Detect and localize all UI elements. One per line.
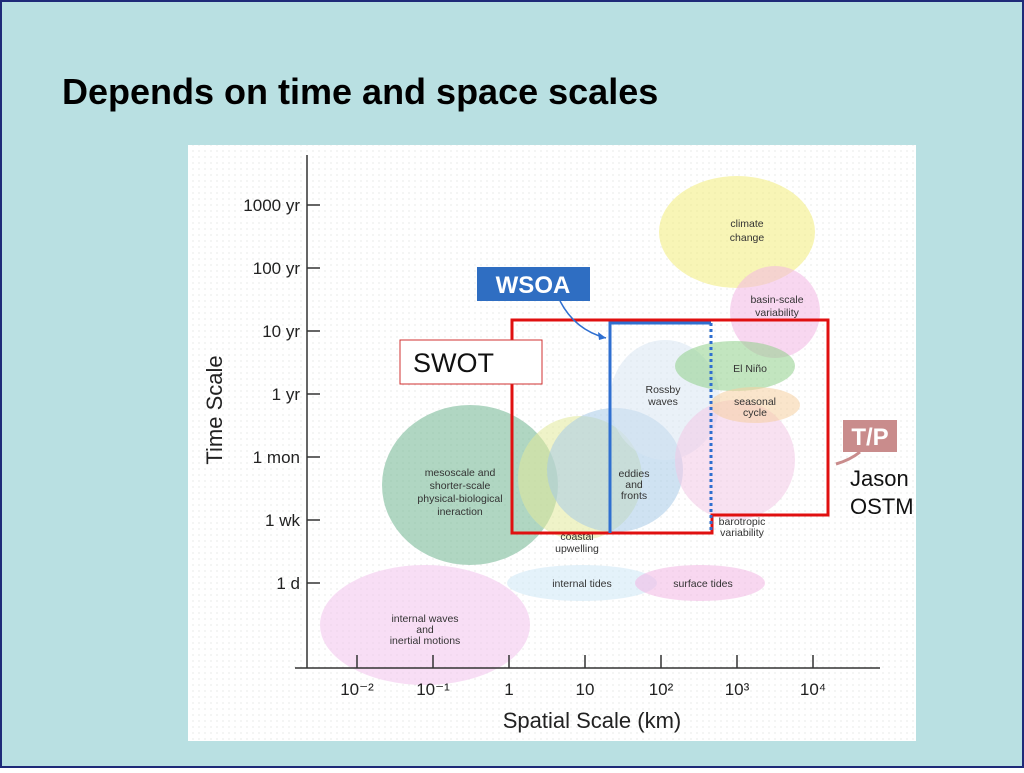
region-label: waves: [647, 396, 678, 408]
internal-waves-ellipse: [320, 565, 530, 685]
x-tick-label: 10²: [649, 680, 674, 699]
slide-title: Depends on time and space scales: [62, 71, 658, 112]
swot-label: SWOT: [413, 348, 494, 378]
region-label: physical-biological: [417, 493, 502, 505]
barotropic-ellipse: [675, 400, 795, 520]
x-axis-label: Spatial Scale (km): [503, 708, 682, 733]
x-tick-label: 10³: [725, 680, 750, 699]
y-tick-label: 10 yr: [262, 322, 300, 341]
y-tick-label: 1 mon: [253, 448, 300, 467]
wsoa-arrowhead: [598, 332, 606, 340]
region-label: variability: [755, 307, 800, 319]
region-label: change: [730, 232, 765, 244]
region-label: seasonal: [734, 396, 776, 408]
jason-label: OSTM: [850, 494, 914, 519]
region-label: barotropic: [719, 516, 766, 528]
tp-box: [843, 420, 897, 452]
region-label: and: [416, 624, 434, 636]
region-label: inertial motions: [390, 635, 461, 647]
y-axis-label: Time Scale: [202, 355, 227, 464]
region-label: mesoscale and: [425, 467, 496, 479]
basin-ellipse: [730, 266, 820, 358]
mesoscale-ellipse: [382, 405, 558, 565]
x-tick-label: 10⁻¹: [416, 680, 450, 699]
surface-tides-ellipse: [635, 565, 765, 601]
region-label: internal tides: [552, 578, 612, 590]
internal-tides-ellipse: [507, 565, 657, 601]
swot-box: [510, 318, 830, 535]
y-tick-label: 1 wk: [265, 511, 300, 530]
y-tick-label: 1 yr: [272, 385, 301, 404]
region-label: eddies: [619, 468, 650, 480]
climate-ellipse: [659, 176, 815, 288]
region-label: El Niño: [733, 363, 767, 375]
y-tick-label: 1 d: [276, 574, 300, 593]
region-label: basin-scale: [750, 294, 803, 306]
region-label: shorter-scale: [430, 480, 491, 492]
x-ticks: 10⁻² 10⁻¹ 1 10 10² 10³ 10⁴: [340, 655, 826, 699]
region-label: internal waves: [391, 613, 458, 625]
tp-arrow: [835, 450, 861, 466]
y-tick-label: 100 yr: [253, 259, 301, 278]
region-label: ineraction: [437, 506, 483, 518]
region-label: climate: [730, 218, 763, 230]
swot-box-label: [399, 339, 543, 385]
jason-label: Jason: [850, 466, 909, 491]
region-label: variability: [720, 527, 765, 539]
y-ticks: 1000 yr 100 yr 10 yr 1 yr 1 mon 1 wk 1 d: [243, 196, 320, 593]
seasonal-ellipse: [710, 387, 800, 423]
region-label: fronts: [621, 490, 647, 502]
region-label: and: [625, 479, 643, 491]
x-tick-label: 10⁴: [800, 680, 826, 699]
ellipses: [320, 176, 820, 685]
wsoa-box: [477, 267, 590, 301]
region-label: upwelling: [555, 543, 599, 555]
wsoa-outline: [608, 321, 711, 533]
y-tick-label: 1000 yr: [243, 196, 300, 215]
region-label: Rossby: [645, 384, 681, 396]
region-label: surface tides: [673, 578, 733, 590]
wsoa-label: WSOA: [496, 272, 571, 299]
tp-label: T/P: [851, 424, 888, 451]
region-labels: climate change basin-scale variability E…: [390, 218, 804, 647]
x-tick-label: 10⁻²: [340, 680, 374, 699]
x-tick-label: 1: [504, 680, 513, 699]
region-label: cycle: [743, 407, 767, 419]
x-tick-label: 10: [576, 680, 595, 699]
elnino-ellipse: [675, 341, 795, 391]
